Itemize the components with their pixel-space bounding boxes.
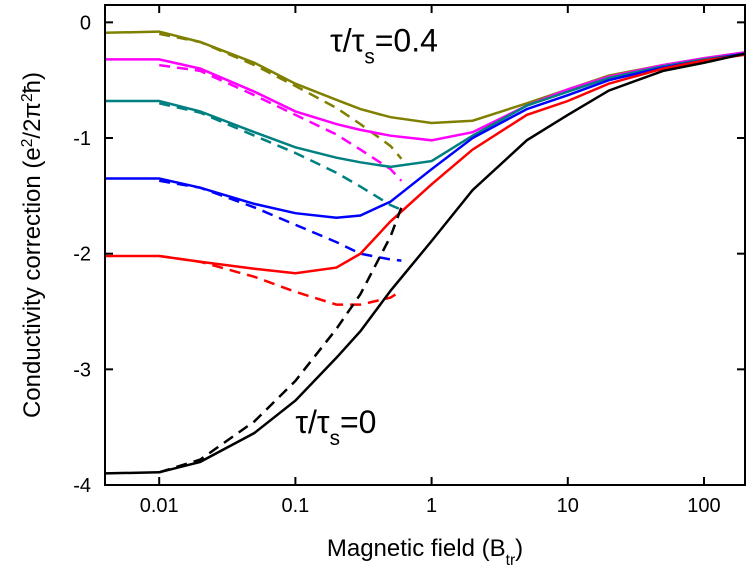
label-part: Magnetic field (B xyxy=(327,535,506,562)
x-axis-label: Magnetic field (Btr) xyxy=(327,535,523,569)
x-tick-label: 0.1 xyxy=(281,495,309,517)
label-part: τ/τ xyxy=(295,404,330,440)
label-part: ħ) xyxy=(19,72,46,93)
dashed-line xyxy=(158,179,402,262)
solid-line xyxy=(105,51,745,142)
x-tick-label: 10 xyxy=(557,495,579,517)
x-tick-label: 0.01 xyxy=(140,495,179,517)
dashed-line xyxy=(159,63,403,182)
y-tick-label: -4 xyxy=(73,475,91,497)
solid-line xyxy=(105,52,745,475)
y-tick-label: -2 xyxy=(73,244,91,266)
label-part: /2π xyxy=(19,102,46,139)
label-part: τ/τ xyxy=(330,22,365,58)
y-tick-label: -3 xyxy=(73,359,91,381)
plot-area xyxy=(105,30,745,475)
dashed-line xyxy=(159,254,403,306)
subscript: tr xyxy=(506,552,516,569)
solid-line xyxy=(105,52,745,220)
annotation: τ/τs=0 xyxy=(295,404,376,450)
x-tick-label: 100 xyxy=(687,495,720,517)
dashed-line xyxy=(158,206,403,474)
annotation: τ/τs=0.4 xyxy=(330,22,438,68)
subscript: s xyxy=(330,426,340,449)
subscript: s xyxy=(364,45,374,68)
y-tick-label: 0 xyxy=(80,12,91,34)
label-part: =0 xyxy=(340,404,376,440)
solid-line xyxy=(105,52,745,169)
y-axis-label: Conductivity correction (e2/2π2ħ) xyxy=(19,72,47,418)
label-part: Conductivity correction (e xyxy=(19,147,46,418)
superscript: 2 xyxy=(19,93,36,102)
x-tick-label: 1 xyxy=(426,495,437,517)
label-part: =0.4 xyxy=(375,22,438,58)
superscript: 2 xyxy=(19,139,36,148)
plot-frame xyxy=(104,4,746,486)
y-tick-label: -1 xyxy=(73,128,91,150)
label-part: ) xyxy=(515,535,523,562)
solid-line xyxy=(105,53,745,275)
dashed-line xyxy=(158,102,402,211)
dashed-line xyxy=(158,32,403,160)
